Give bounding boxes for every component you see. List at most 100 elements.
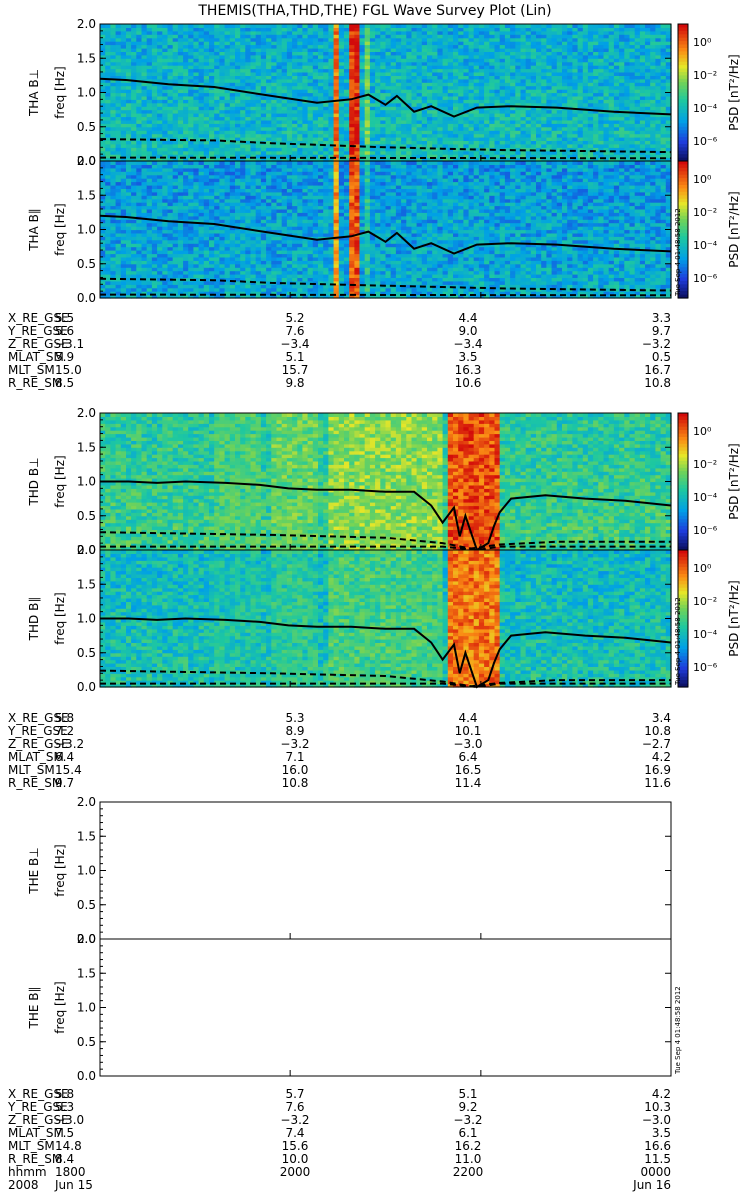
spectrogram-cell — [484, 130, 490, 135]
spectrogram-cell — [655, 147, 662, 152]
spectrogram-cell — [151, 82, 158, 87]
spectrogram-cell — [198, 82, 205, 87]
spectrogram-cell — [650, 72, 656, 76]
spectrogram-cell — [629, 37, 636, 42]
spectrogram-cell — [421, 72, 428, 76]
spectrogram-cell — [250, 133, 257, 138]
spectrogram-cell — [157, 270, 163, 275]
spectrogram-cell — [530, 102, 537, 107]
spectrogram-cell — [359, 48, 366, 52]
spectrogram-cell — [266, 65, 272, 70]
spectrogram-cell — [120, 82, 127, 87]
spectrogram-cell — [530, 116, 537, 121]
spectrogram-cell — [390, 123, 397, 128]
spectrogram-cell — [141, 270, 148, 275]
spectrogram-cell — [639, 75, 646, 80]
spectrogram-cell — [318, 68, 324, 73]
spectrogram-cell — [136, 212, 143, 217]
spectrogram-cell — [489, 95, 496, 100]
spectrogram-cell — [645, 140, 651, 145]
spectrogram-cell — [349, 133, 355, 138]
spectrogram-cell — [411, 30, 418, 35]
spectrogram-cell — [665, 123, 672, 128]
spectrogram-cell — [639, 116, 646, 121]
spectrogram-cell — [110, 54, 117, 59]
spectrogram-cell — [489, 51, 496, 56]
spectrogram-cell — [266, 54, 272, 59]
spectrogram-cell — [593, 75, 599, 80]
spectrogram-cell — [276, 72, 283, 76]
spectrogram-cell — [453, 147, 459, 152]
spectrogram-cell — [120, 208, 127, 213]
spectrogram-cell — [634, 143, 641, 148]
spectrogram-cell — [473, 30, 480, 35]
spectrogram-cell — [141, 126, 148, 131]
spectrogram-cell — [504, 68, 511, 73]
spectrogram-cell — [587, 154, 594, 159]
spectrogram-cell — [188, 140, 194, 145]
spectrogram-cell — [655, 75, 662, 80]
spectrogram-cell — [115, 246, 122, 251]
spectrogram-cell — [349, 48, 355, 52]
spectrogram-cell — [364, 113, 371, 118]
spectrogram-cell — [598, 102, 605, 107]
spectrogram-cell — [401, 126, 407, 131]
spectrogram-cell — [619, 126, 625, 131]
spectrogram-cell — [541, 140, 547, 145]
spectrogram-cell — [427, 82, 433, 87]
spectrogram-cell — [489, 116, 496, 121]
spectrogram-cell — [214, 137, 220, 141]
spectrogram-cell — [177, 133, 184, 138]
spectrogram-cell — [349, 41, 355, 46]
spectrogram-cell — [151, 181, 158, 186]
spectrogram-cell — [240, 154, 246, 159]
spectrogram-cell — [151, 92, 158, 97]
spectrogram-cell — [276, 82, 283, 87]
spectrogram-cell — [572, 44, 579, 49]
spectrogram-cell — [136, 51, 143, 56]
spectrogram-cell — [489, 27, 496, 32]
spectrogram-cell — [146, 30, 153, 35]
spectrogram-cell — [593, 89, 599, 94]
spectrogram-cell — [146, 95, 153, 100]
spectrogram-cell — [110, 37, 117, 42]
spectrogram-cell — [478, 154, 485, 159]
spectrogram-cell — [105, 195, 111, 200]
spectrogram-cell — [229, 102, 236, 107]
spectrogram-cell — [369, 30, 376, 35]
spectrogram-cell — [245, 95, 252, 100]
spectrogram-cell — [655, 34, 662, 39]
spectrogram-cell — [198, 75, 205, 80]
spectrogram-cell — [115, 205, 122, 210]
spectrogram-cell — [572, 137, 579, 141]
spectrogram-cell — [567, 126, 573, 131]
colorbar-tick-label: 10⁻⁴ — [693, 102, 718, 115]
spectrogram-cell — [120, 270, 127, 275]
spectrogram-cell — [131, 85, 137, 90]
spectrogram-cell — [100, 41, 106, 46]
spectrogram-cell — [105, 123, 111, 128]
spectrogram-cell — [458, 61, 464, 66]
spectrogram-cell — [167, 147, 174, 152]
spectrogram-cell — [421, 58, 428, 63]
spectrogram-cell — [478, 137, 485, 141]
spectrogram-cell — [141, 140, 148, 145]
spectrogram-cell — [385, 137, 392, 141]
spectrogram-cell — [235, 102, 241, 107]
spectrogram-cell — [629, 119, 636, 124]
spectrogram-cell — [271, 109, 278, 114]
spectrogram-cell — [629, 116, 636, 121]
spectrogram-cell — [556, 130, 563, 135]
spectrogram-cell — [214, 143, 220, 148]
spectrogram-cell — [219, 82, 226, 87]
spectrogram-cell — [572, 102, 579, 107]
spectrogram-cell — [447, 72, 454, 76]
spectrogram-cell — [458, 119, 464, 124]
spectrogram-cell — [110, 219, 117, 224]
spectrogram-cell — [302, 130, 309, 135]
spectrogram-cell — [442, 140, 449, 145]
spectrogram-cell — [292, 27, 298, 32]
spectrogram-cell — [297, 72, 304, 76]
spectrogram-cell — [499, 157, 506, 162]
spectrogram-cell — [323, 109, 329, 114]
